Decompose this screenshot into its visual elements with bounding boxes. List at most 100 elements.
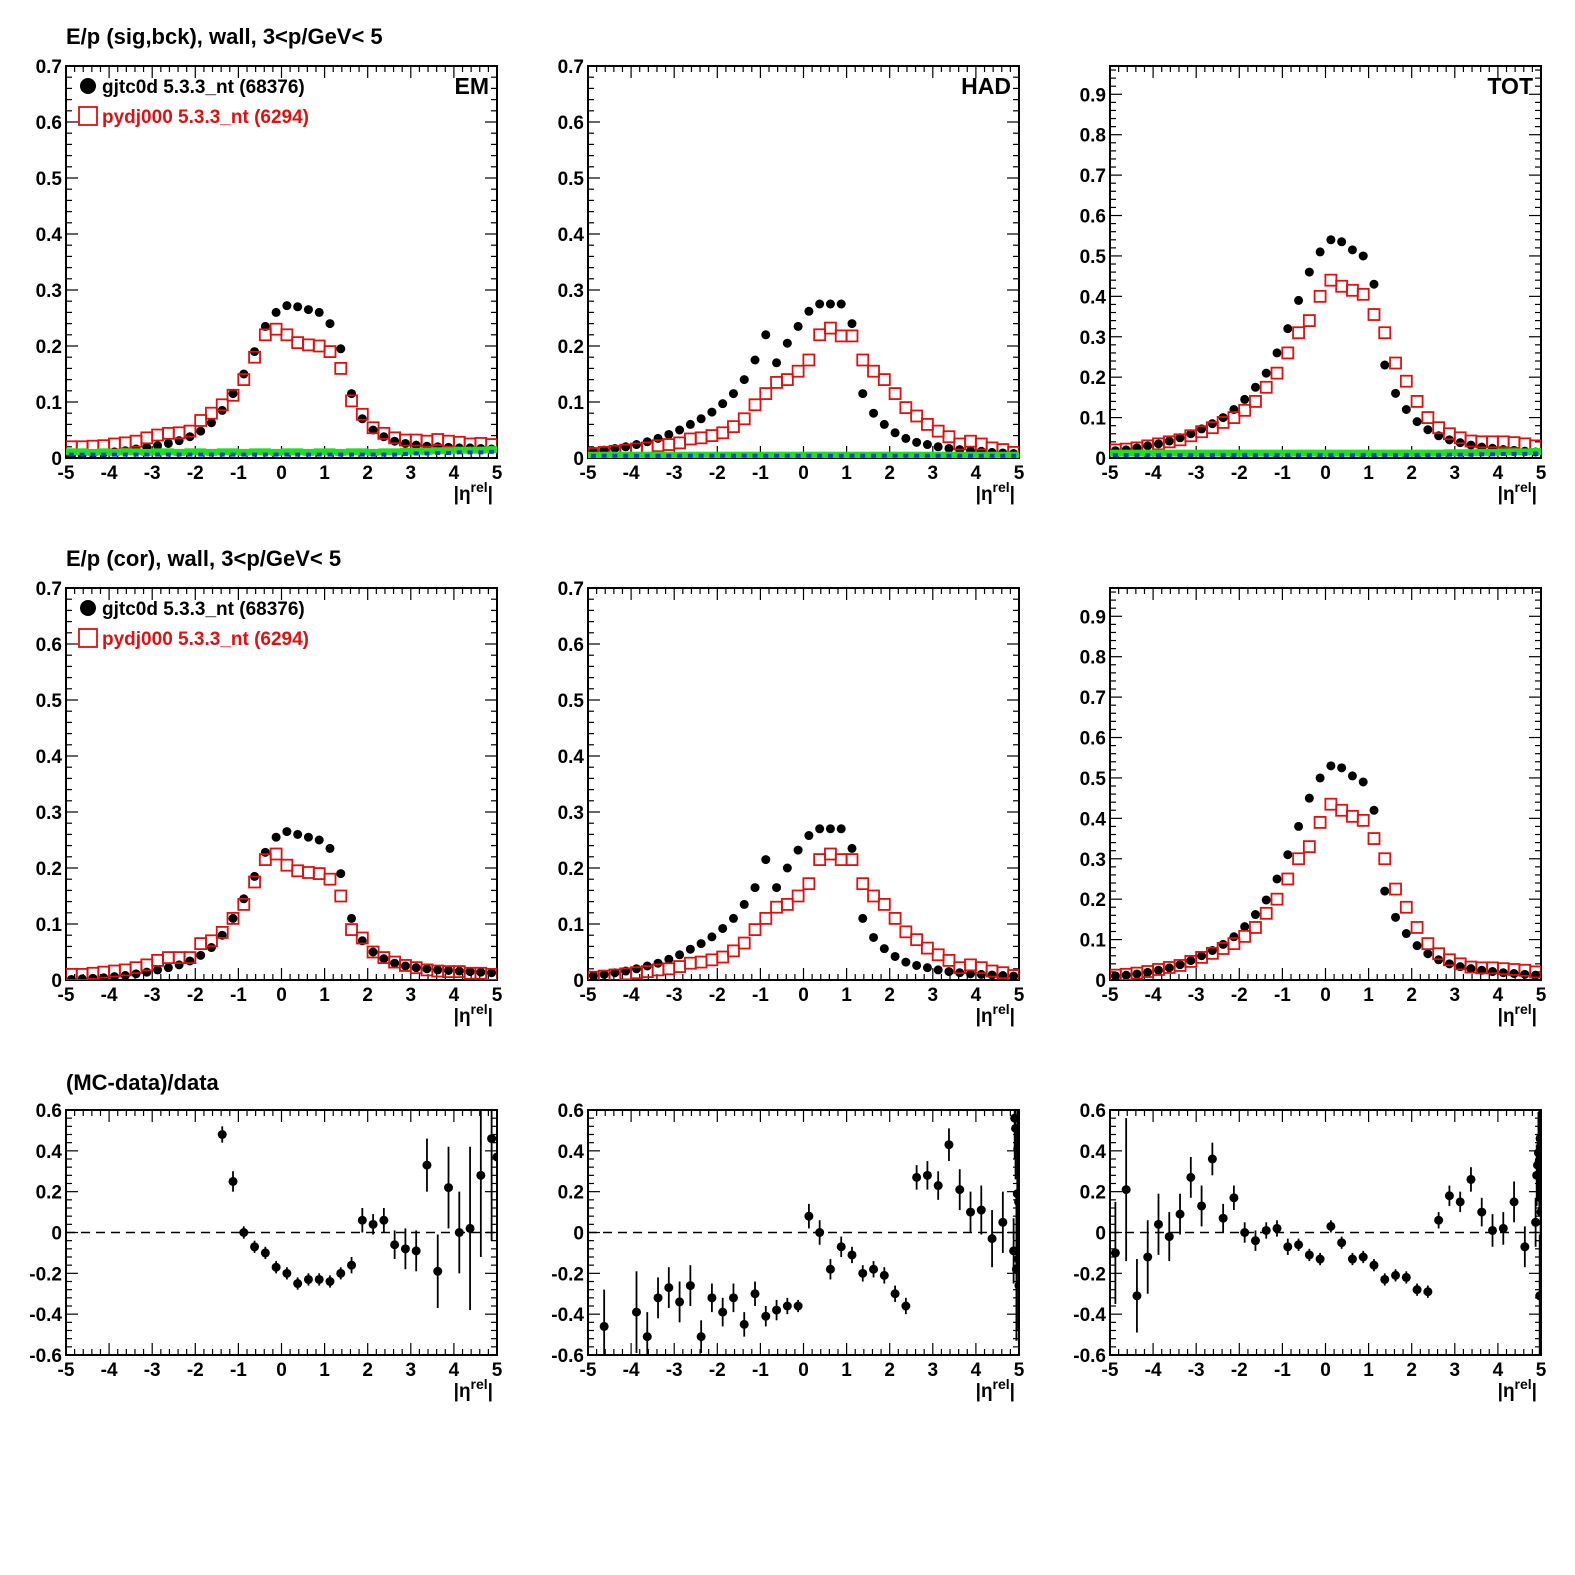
bck-dot-mark	[198, 452, 204, 457]
ratio-point	[1011, 1264, 1019, 1274]
ratio-point	[379, 1215, 389, 1225]
mc-point	[1378, 852, 1392, 866]
data-point	[1391, 388, 1401, 398]
ratio-point	[879, 1270, 889, 1280]
y-tick-label: 0.2	[36, 337, 62, 358]
ratio-point	[1186, 1172, 1196, 1182]
mc-point	[1313, 289, 1327, 303]
ratio-point	[1164, 1232, 1174, 1242]
y-tick-label: 0.2	[558, 859, 584, 880]
bck-dot-mark	[305, 452, 311, 457]
y-tick-label: 0.7	[36, 579, 62, 600]
mc-point	[1324, 273, 1338, 287]
bck-band-mark	[1303, 449, 1315, 457]
y-tick-label: 0.6	[36, 635, 62, 656]
bck-band-mark	[1454, 449, 1466, 457]
data-point	[1326, 235, 1336, 245]
mc-point	[705, 429, 719, 443]
data-point	[631, 440, 641, 450]
x-tick-label: 3	[406, 985, 417, 1006]
data-point	[987, 970, 997, 980]
mc-point	[791, 364, 805, 378]
bck-dot-mark	[1349, 453, 1355, 458]
bck-dot-mark	[1425, 453, 1431, 458]
y-tick-label: 0.1	[36, 915, 63, 936]
mc-point	[1421, 411, 1435, 424]
y-tick-label: 0.4	[1080, 1142, 1107, 1163]
bck-dot-mark	[284, 452, 290, 457]
y-tick-label: -0.2	[29, 1264, 62, 1285]
ratio-point	[696, 1332, 706, 1342]
ratio-point	[1010, 1113, 1019, 1123]
mc-point	[334, 361, 348, 375]
bck-dot-mark	[133, 452, 139, 457]
mc-point	[737, 936, 751, 950]
y-tick-label: 0.6	[1080, 1101, 1106, 1122]
ratio-point	[1014, 1281, 1019, 1291]
mc-point	[1367, 308, 1381, 321]
ratio-point	[271, 1262, 281, 1272]
bck-band-mark	[1357, 449, 1369, 457]
mc-point	[921, 417, 934, 431]
y-tick-label: -0.4	[551, 1305, 584, 1326]
data-point	[206, 943, 216, 953]
y-tick-label: 0.3	[36, 803, 62, 824]
data-point	[922, 440, 932, 450]
panel-em-ratio-2: -5 -4 -3 -2 -1 0 1 2 3 4 5 -0.6 -0.4 -0.2 0 0.2 0.4 0.6 |η…	[29, 1101, 502, 1402]
x-tick-label: -5	[58, 985, 75, 1006]
bck-band-mark	[1465, 449, 1477, 457]
ratio-point	[1380, 1274, 1390, 1284]
bck-dot-mark	[176, 452, 182, 457]
mc-point	[921, 941, 934, 955]
y-tick-label: 0.6	[1080, 207, 1106, 228]
data-point	[163, 963, 173, 973]
data-point	[750, 883, 760, 893]
mc-point	[1399, 900, 1413, 914]
bck-dot-mark	[1112, 453, 1118, 458]
bck-band-mark	[1185, 449, 1197, 457]
mc-point	[1367, 832, 1381, 845]
x-tick-label: 5	[1014, 985, 1025, 1006]
x-tick-label: 2	[1406, 1360, 1417, 1381]
data-point	[325, 319, 335, 329]
bck-dot-mark	[1339, 453, 1345, 458]
ratio-point	[465, 1223, 475, 1233]
panel-tot-0: -5 -4 -3 -2 -1 0 1 2 3 4 5 0 0.1 0.2 0.3 0.4 0.5 0.6 0.7 0.…	[1080, 65, 1547, 505]
data-point	[465, 967, 475, 977]
ratio-point	[1498, 1223, 1508, 1233]
mc-point	[302, 338, 315, 352]
data-point	[336, 869, 346, 879]
plot-frame	[1109, 587, 1542, 981]
bck-dot-mark	[1209, 453, 1215, 458]
mc-point	[834, 853, 848, 866]
bck-dot-mark	[935, 453, 941, 458]
y-tick-label: -0.2	[1073, 1264, 1106, 1285]
plot-area	[1110, 1110, 1541, 1355]
x-tick-label: -4	[623, 463, 640, 484]
bck-band-mark	[486, 446, 497, 454]
data-point	[1240, 922, 1250, 932]
mc-point	[748, 923, 762, 936]
data-point	[1294, 821, 1304, 831]
bck-band-mark	[227, 448, 239, 456]
ratio-point	[1110, 1248, 1120, 1258]
bck-dot-mark	[230, 452, 236, 457]
mc-point	[1313, 815, 1327, 829]
y-tick-label: 0.4	[558, 747, 585, 768]
mc-point	[258, 328, 272, 342]
bck-dot-mark	[1479, 452, 1485, 457]
x-tick-label: -5	[1102, 1360, 1119, 1381]
x-tick-label: 2	[884, 463, 895, 484]
plot-area	[66, 827, 497, 980]
plot-area	[588, 299, 1019, 458]
data-point	[444, 965, 454, 975]
x-tick-label: 4	[971, 463, 982, 484]
data-point	[933, 442, 943, 452]
mc-point	[1346, 809, 1359, 823]
bck-band-mark	[1508, 448, 1520, 456]
bck-dot-mark	[1188, 453, 1194, 458]
bck-band-mark	[302, 448, 314, 456]
bck-band-mark	[1325, 449, 1337, 457]
data-point	[696, 939, 706, 949]
x-tick-label: -4	[623, 1360, 640, 1381]
